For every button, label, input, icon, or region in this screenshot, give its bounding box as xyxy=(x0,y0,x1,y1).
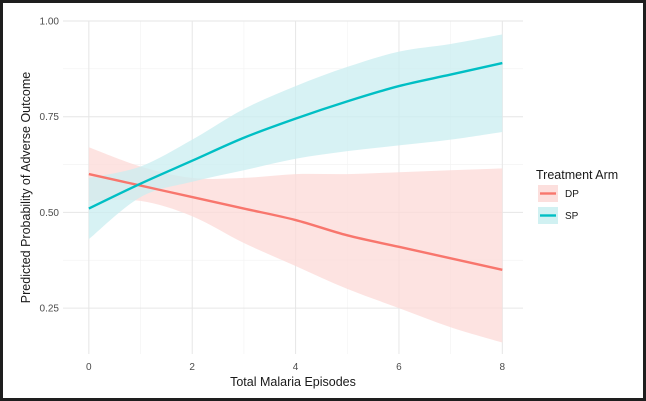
legend: Treatment Arm DP SP xyxy=(536,168,618,224)
legend-label-dp: DP xyxy=(565,189,579,200)
legend-title: Treatment Arm xyxy=(536,168,618,182)
y-axis-title: Predicted Probability of Adverse Outcome xyxy=(19,72,33,303)
x-tick-label: 8 xyxy=(500,362,506,373)
y-tick-label: 0.75 xyxy=(40,112,60,123)
x-axis-title: Total Malaria Episodes xyxy=(230,375,356,389)
y-tick-label: 0.25 xyxy=(40,304,60,315)
x-tick-label: 2 xyxy=(189,362,195,373)
series-line-dp xyxy=(88,172,503,271)
x-tick-label: 4 xyxy=(293,362,299,373)
chart: 0 2 4 6 8 0.25 0.50 0.75 1.00 Total Malaria Epis… xyxy=(19,17,618,390)
x-tick-label: 0 xyxy=(86,362,92,373)
chart-frame: 0 2 4 6 8 0.25 0.50 0.75 1.00 Total Malaria Epis… xyxy=(3,3,643,398)
series-lines xyxy=(88,61,503,271)
legend-label-sp: SP xyxy=(565,211,579,222)
tick-labels: 0 2 4 6 8 0.25 0.50 0.75 1.00 xyxy=(40,17,506,374)
y-tick-label: 0.50 xyxy=(40,208,60,219)
y-tick-label: 1.00 xyxy=(40,17,60,28)
series-line-sp xyxy=(88,61,503,210)
x-tick-label: 6 xyxy=(396,362,402,373)
